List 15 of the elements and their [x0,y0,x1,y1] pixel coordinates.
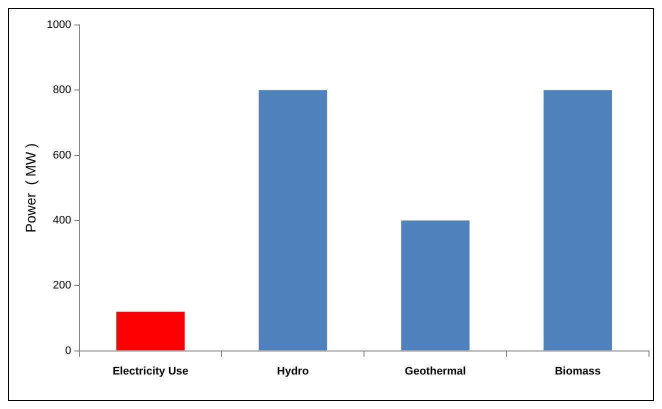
y-tick-label: 200 [52,280,72,292]
bar [401,220,470,350]
bar [544,90,612,350]
y-axis-title: Power ( MW ) [22,143,38,233]
bar [116,312,185,350]
x-tick-label: Geothermal [404,365,466,378]
y-tick-label: 1000 [46,19,72,32]
x-tick-label: Electricity Use [112,365,188,378]
y-tick-label: 600 [52,149,72,162]
x-tick-label: Hydro [277,365,310,378]
y-tick-label: 800 [52,84,72,96]
bar [258,90,328,350]
y-tick-label: 0 [65,344,72,357]
x-tick-label: Biomass [554,365,601,378]
y-tick-label: 400 [52,214,72,227]
